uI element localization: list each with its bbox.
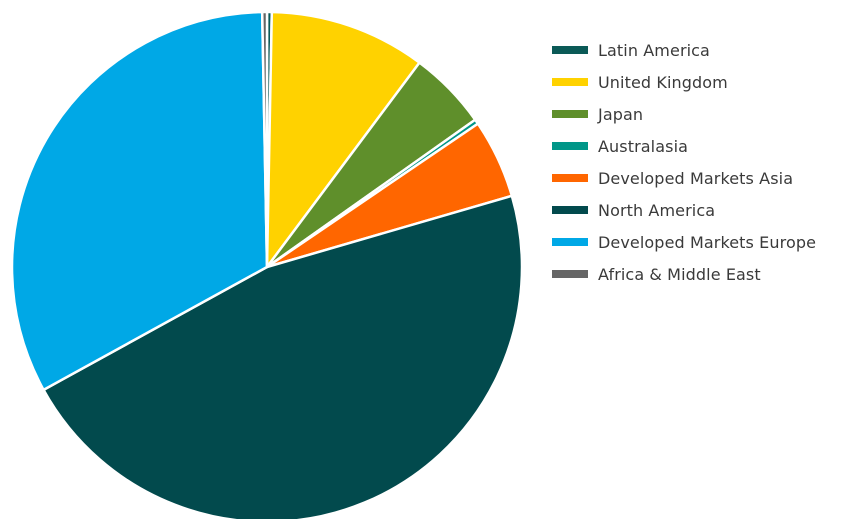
chart-legend: Latin America United Kingdom Japan Australa… bbox=[552, 34, 816, 290]
legend-label: Latin America bbox=[598, 40, 710, 60]
pie-slice-africa-middle-east[interactable] bbox=[260, 10, 269, 269]
legend-swatch bbox=[552, 110, 588, 118]
legend-item[interactable]: Latin America bbox=[552, 34, 816, 66]
legend-label: United Kingdom bbox=[598, 72, 728, 92]
legend-item[interactable]: Japan bbox=[552, 98, 816, 130]
legend-item[interactable]: Australasia bbox=[552, 130, 816, 162]
legend-label: North America bbox=[598, 200, 716, 220]
legend-swatch bbox=[552, 206, 588, 214]
legend-label: Australasia bbox=[598, 136, 689, 156]
legend-item[interactable]: United Kingdom bbox=[552, 66, 816, 98]
legend-label: Japan bbox=[598, 104, 644, 124]
legend-label: Developed Markets Asia bbox=[598, 168, 794, 188]
legend-swatch bbox=[552, 46, 588, 54]
legend-item[interactable]: Africa & Middle East bbox=[552, 258, 816, 290]
legend-item[interactable]: Developed Markets Asia bbox=[552, 162, 816, 194]
legend-swatch bbox=[552, 270, 588, 278]
legend-item[interactable]: North America bbox=[552, 194, 816, 226]
pie-slice-north-america[interactable] bbox=[42, 194, 524, 519]
pie-slice-united-kingdom[interactable] bbox=[265, 10, 421, 269]
legend-swatch bbox=[552, 142, 588, 150]
legend-swatch bbox=[552, 78, 588, 86]
legend-label: Developed Markets Europe bbox=[598, 232, 817, 252]
legend-item[interactable]: Developed Markets Europe bbox=[552, 226, 816, 258]
legend-label: Africa & Middle East bbox=[598, 264, 761, 284]
legend-swatch bbox=[552, 174, 588, 182]
pie-slice-developed-markets-europe[interactable] bbox=[10, 10, 269, 392]
legend-swatch bbox=[552, 238, 588, 246]
